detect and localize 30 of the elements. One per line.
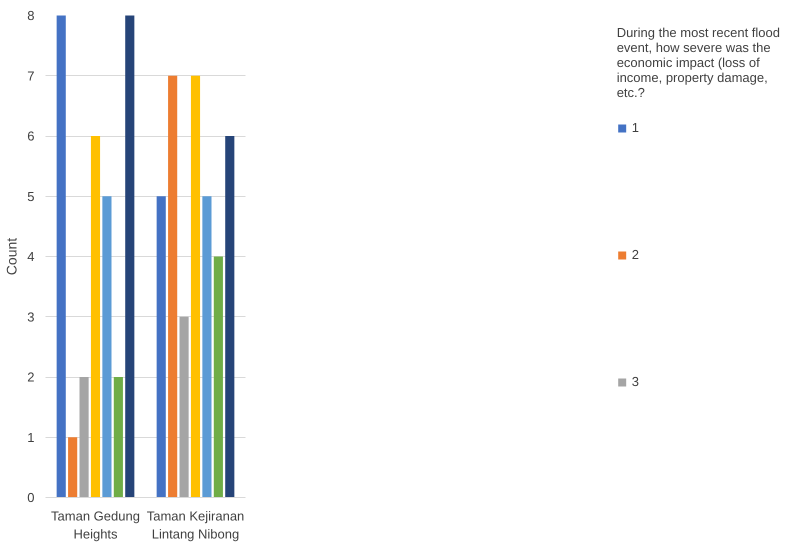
legend-title: During the most recent flood event, how severe was the economic impact (loss of income, property damage, etc.?: [616, 25, 780, 100]
legend-label: 3: [632, 374, 640, 389]
bar: [214, 256, 223, 498]
y-tick-label: 7: [27, 68, 35, 84]
y-tick-label: 0: [27, 490, 35, 505]
bar: [102, 196, 112, 498]
y-axis-title: Count: [3, 238, 20, 276]
bar: [156, 196, 166, 498]
x-tick-label: Taman Gedung Heights: [51, 508, 140, 542]
y-tick-label: 1: [27, 430, 35, 445]
bar: [180, 316, 189, 498]
bar: [56, 16, 66, 498]
bar: [225, 136, 234, 498]
y-tick-label: 3: [27, 309, 35, 324]
y-tick-label: 4: [27, 249, 35, 264]
bar: [90, 136, 100, 498]
bar: [202, 196, 212, 498]
bar: [190, 76, 200, 498]
legend-label: 1: [632, 120, 640, 135]
bar: [114, 377, 123, 498]
y-tick-label: 6: [27, 128, 35, 144]
legend-label: 2: [632, 247, 640, 262]
y-tick-label: 2: [27, 370, 35, 384]
bar: [125, 16, 134, 498]
bar: [68, 437, 78, 498]
y-tick-label: 8: [27, 8, 35, 23]
bar: [80, 377, 89, 498]
x-tick-label: Taman Kejiranan Lintang Nibong: [146, 508, 244, 542]
bar: [168, 76, 178, 498]
y-tick-label: 5: [27, 188, 35, 204]
